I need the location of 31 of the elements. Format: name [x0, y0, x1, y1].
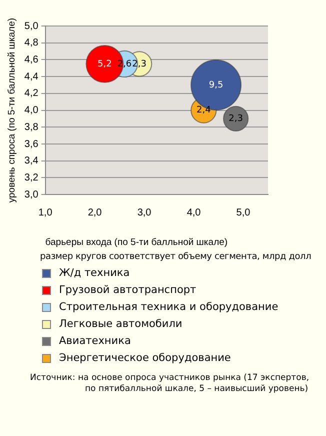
x-tick-label: 1,0: [38, 207, 53, 218]
data-label: 9,5: [208, 80, 224, 90]
data-label: 5,2: [98, 59, 112, 70]
x-tick-label: 4,0: [186, 207, 202, 218]
legend-label: Легковые автомобили: [59, 317, 182, 332]
y-axis-title: уровень спроса (по 5-ти балльной шкале): [6, 18, 18, 203]
data-label: 2,4: [196, 106, 212, 116]
legend-label: Строительная техника и оборудование: [59, 300, 278, 315]
x-tick-label: 2,0: [88, 207, 102, 218]
x-tick-label: 3,0: [137, 207, 152, 218]
legend-label: Грузовой автотранспорт: [59, 283, 196, 298]
x-axis-title: барьеры входа (по 5-ти балльной шкале): [45, 236, 228, 248]
y-tick-label: 3,0: [24, 189, 39, 200]
y-tick-label: 3,6: [24, 138, 39, 150]
y-tick-label: 4,2: [24, 88, 39, 100]
x-tick-label: 5,0: [236, 207, 251, 218]
y-tick-label: 3,8: [24, 122, 39, 133]
y-tick-label: 4,8: [24, 38, 39, 49]
y-tick-label: 3,2: [24, 172, 39, 184]
text: размер кругов соответствует объему сегмента, млрд долл: [40, 252, 312, 262]
y-tick-label: 4,0: [24, 105, 39, 116]
legend-label: Ж/д техника: [59, 266, 130, 281]
legend-label: Авиатехника: [59, 334, 131, 349]
text: Источник: на основе опроса участников рынка (17 экспертов, по пятибалльной шкале, 5 – наивысший уровень): [30, 373, 310, 395]
y-tick-label: 3,4: [24, 156, 39, 167]
y-tick-label: 5,0: [24, 20, 39, 32]
y-tick-label: 4,4: [24, 71, 39, 82]
y-tick-label: 4,6: [24, 54, 39, 66]
data-label: 2,3: [132, 59, 146, 70]
data-label: 2,3: [228, 114, 243, 124]
legend-label: Энергетическое оборудование: [59, 351, 231, 366]
